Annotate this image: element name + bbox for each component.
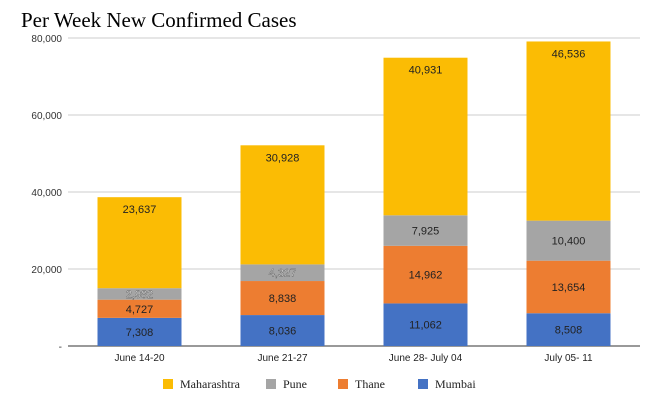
data-label: 23,637 [123, 204, 157, 216]
data-label: 40,931 [409, 65, 443, 77]
data-label: 8,838 [269, 293, 297, 305]
legend-swatch-maharashtra [163, 379, 173, 389]
legend-label-maharashtra: Maharashtra [180, 377, 241, 391]
x-tick-label: June 21-27 [257, 353, 307, 364]
bar-segment-mumbai [383, 303, 468, 346]
y-tick-label: 60,000 [31, 111, 62, 122]
legend-swatch-mumbai [418, 379, 428, 389]
bar-segment-thane [240, 281, 325, 316]
bar-segment-maharashtra [240, 145, 325, 265]
data-label: 4,327 [269, 268, 297, 280]
bar-segment-mumbai [97, 317, 182, 346]
bar-segment-thane [383, 245, 468, 304]
bar-segment-maharashtra [526, 41, 611, 221]
chart-title: Per Week New Confirmed Cases [21, 8, 297, 32]
bar-segment-pune [526, 220, 611, 261]
bar-segment-thane [526, 260, 611, 314]
bar-segment-pune [240, 264, 325, 282]
data-label: 13,654 [552, 282, 586, 294]
y-tick-label: - [59, 342, 62, 353]
data-label: 7,308 [126, 327, 154, 339]
data-label: 4,727 [126, 304, 154, 316]
data-label: 14,962 [409, 270, 443, 282]
y-tick-label: 80,000 [31, 34, 62, 45]
legend-label-thane: Thane [355, 377, 385, 391]
legend-label-mumbai: Mumbai [435, 377, 476, 391]
y-tick-label: 40,000 [31, 188, 62, 199]
x-tick-label: June 28- July 04 [389, 353, 463, 364]
data-label: 8,036 [269, 326, 297, 338]
data-label: 2,982 [126, 289, 154, 301]
legend-swatch-pune [266, 379, 276, 389]
x-tick-label: July 05- 11 [544, 353, 593, 364]
data-label: 46,536 [552, 48, 586, 60]
y-tick-label: 20,000 [31, 265, 62, 276]
bar-segment-pune [97, 288, 182, 300]
bar-segment-mumbai [526, 313, 611, 346]
bar-segment-pune [383, 215, 468, 246]
data-label: 8,508 [555, 325, 583, 337]
data-label: 7,925 [412, 226, 440, 238]
data-label: 11,062 [409, 320, 442, 332]
bar-segment-maharashtra [383, 57, 468, 216]
data-label: 30,928 [266, 152, 300, 164]
bar-segment-thane [97, 299, 182, 318]
bar-segment-maharashtra [97, 197, 182, 289]
bar-segment-mumbai [240, 315, 325, 346]
legend-swatch-thane [338, 379, 348, 389]
legend-label-pune: Pune [283, 377, 307, 391]
data-label: 10,400 [552, 236, 586, 248]
x-tick-label: June 14-20 [114, 353, 164, 364]
